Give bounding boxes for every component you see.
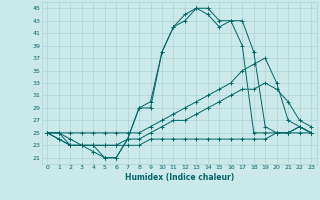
X-axis label: Humidex (Indice chaleur): Humidex (Indice chaleur) <box>124 173 234 182</box>
